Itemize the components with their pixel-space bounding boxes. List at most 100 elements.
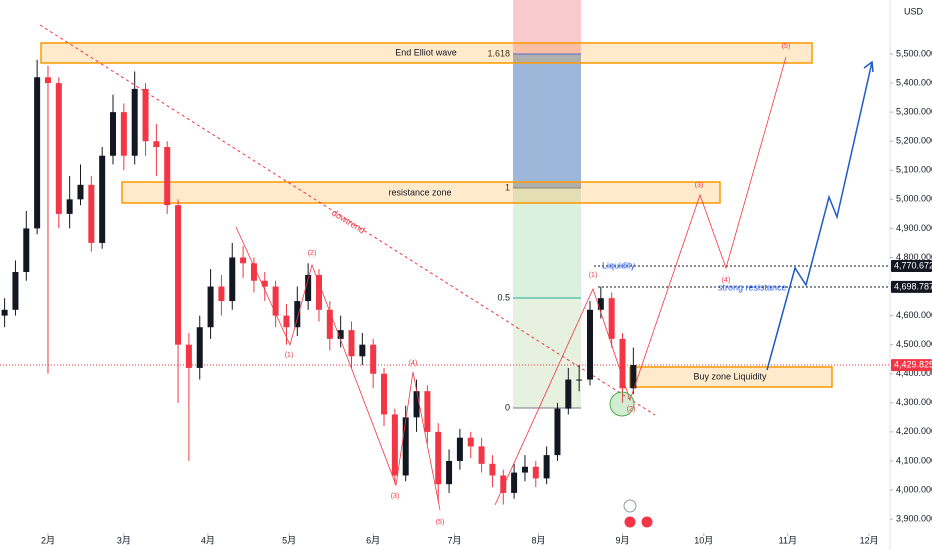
liquidity-label: Liquidity bbox=[602, 260, 636, 270]
candle-body bbox=[456, 437, 463, 461]
candle-body bbox=[283, 315, 290, 328]
fib-label: 1 bbox=[505, 182, 510, 192]
candle-body bbox=[511, 472, 518, 493]
x-tick-label: 7月 bbox=[447, 535, 461, 545]
fib-label: 0.5 bbox=[497, 292, 510, 302]
x-tick-label: 8月 bbox=[531, 535, 545, 545]
wave-label: (1) bbox=[285, 352, 294, 359]
candle-body bbox=[478, 446, 485, 464]
x-tick-label: 12月 bbox=[860, 535, 879, 545]
candle-body bbox=[240, 257, 247, 264]
zone bbox=[40, 42, 813, 64]
price-marker bbox=[891, 259, 932, 272]
candle-body bbox=[576, 379, 583, 381]
candle-body bbox=[315, 274, 322, 310]
x-tick-label: 11月 bbox=[779, 535, 797, 545]
y-tick-label: 4,800.000 bbox=[896, 252, 932, 262]
candle-body bbox=[359, 344, 366, 357]
candle-body bbox=[272, 286, 279, 316]
candle-body bbox=[597, 298, 604, 310]
candle-body bbox=[424, 391, 431, 432]
candle-body bbox=[1, 309, 8, 316]
wave-label: (5) bbox=[782, 43, 791, 50]
candle-body bbox=[489, 463, 496, 476]
candles bbox=[1, 59, 637, 505]
wave-label: (2) bbox=[308, 250, 317, 257]
y-tick-label: 4,000.000 bbox=[896, 484, 932, 494]
candle-body bbox=[218, 286, 225, 302]
candle-body bbox=[185, 344, 192, 368]
candle-body bbox=[554, 408, 561, 456]
candle-body bbox=[99, 155, 106, 243]
fib-label: 0 bbox=[505, 402, 510, 412]
zone-label: End Elliot wave bbox=[395, 47, 457, 57]
y-tick-label: 4,100.000 bbox=[896, 455, 932, 465]
candle-body bbox=[413, 391, 420, 418]
candle-body bbox=[66, 199, 73, 214]
candle-body bbox=[55, 83, 62, 214]
x-tick-label: 6月 bbox=[366, 535, 380, 545]
candle-body bbox=[88, 184, 95, 243]
arrow-head bbox=[863, 60, 874, 73]
candle-body bbox=[77, 184, 84, 200]
candle-body bbox=[120, 112, 127, 156]
candle-body bbox=[521, 466, 528, 473]
y-tick-label: 4,300.000 bbox=[896, 397, 932, 407]
y-tick-label: 4,600.000 bbox=[896, 310, 932, 320]
event-icon[interactable] bbox=[640, 515, 654, 529]
fib-retracement: 1.618 1 0.5 0 bbox=[487, 0, 581, 412]
fib-band bbox=[513, 188, 581, 298]
candle-body bbox=[12, 272, 19, 310]
candle-body bbox=[175, 205, 182, 345]
fib-band bbox=[513, 0, 581, 54]
candle-body bbox=[207, 286, 214, 328]
price-marker bbox=[891, 359, 932, 372]
candle-body bbox=[370, 344, 377, 374]
x-tick-label: 5月 bbox=[282, 535, 296, 545]
blue-projection bbox=[766, 61, 873, 371]
wave-label: (5) bbox=[436, 519, 445, 526]
y-tick-label: 3,900.000 bbox=[896, 513, 932, 523]
candle-body bbox=[391, 414, 398, 476]
wave-label: (3) bbox=[695, 182, 704, 189]
candle-body bbox=[402, 417, 409, 476]
y-tick-label: 5,400.000 bbox=[896, 77, 932, 87]
x-tick-label: 4月 bbox=[201, 535, 215, 545]
zone bbox=[121, 181, 721, 204]
event-icon[interactable] bbox=[623, 515, 637, 529]
candle-body bbox=[250, 263, 257, 281]
candle-body bbox=[110, 112, 117, 156]
trendline-label: dowtrend bbox=[330, 207, 367, 235]
candle-body bbox=[337, 330, 344, 339]
candle-body bbox=[586, 309, 593, 380]
candle-body bbox=[619, 338, 626, 389]
candle-body bbox=[294, 301, 301, 328]
candle-body bbox=[229, 257, 236, 302]
candle-body bbox=[305, 274, 312, 302]
price-marker-label: 4,429.825 bbox=[894, 359, 932, 369]
candle-body bbox=[630, 365, 637, 389]
wave-projection bbox=[494, 56, 787, 506]
candle-body bbox=[142, 88, 149, 142]
zone-label: resistance zone bbox=[388, 187, 451, 197]
candle-body bbox=[131, 88, 138, 156]
candle-body bbox=[565, 379, 572, 409]
price-marker-label: 4,698.787 bbox=[894, 281, 932, 291]
event-icon[interactable] bbox=[623, 499, 637, 513]
candle-body bbox=[164, 147, 171, 206]
candle-body bbox=[608, 298, 615, 339]
y-tick-label: 4,200.000 bbox=[896, 426, 932, 436]
candle-body bbox=[381, 373, 388, 415]
x-tick-label: 10月 bbox=[694, 535, 713, 545]
candle-body bbox=[543, 455, 550, 479]
y-tick-label: 5,500.000 bbox=[896, 48, 932, 58]
highlight-circle bbox=[609, 391, 635, 417]
wave-label: (1) bbox=[589, 272, 598, 279]
wave-label: (3) bbox=[391, 493, 400, 500]
x-tick-label: 9月 bbox=[616, 535, 630, 545]
candle-body bbox=[532, 466, 539, 479]
y-tick-label: 4,900.000 bbox=[896, 223, 932, 233]
candle-body bbox=[196, 327, 203, 368]
candle-body bbox=[34, 77, 41, 229]
